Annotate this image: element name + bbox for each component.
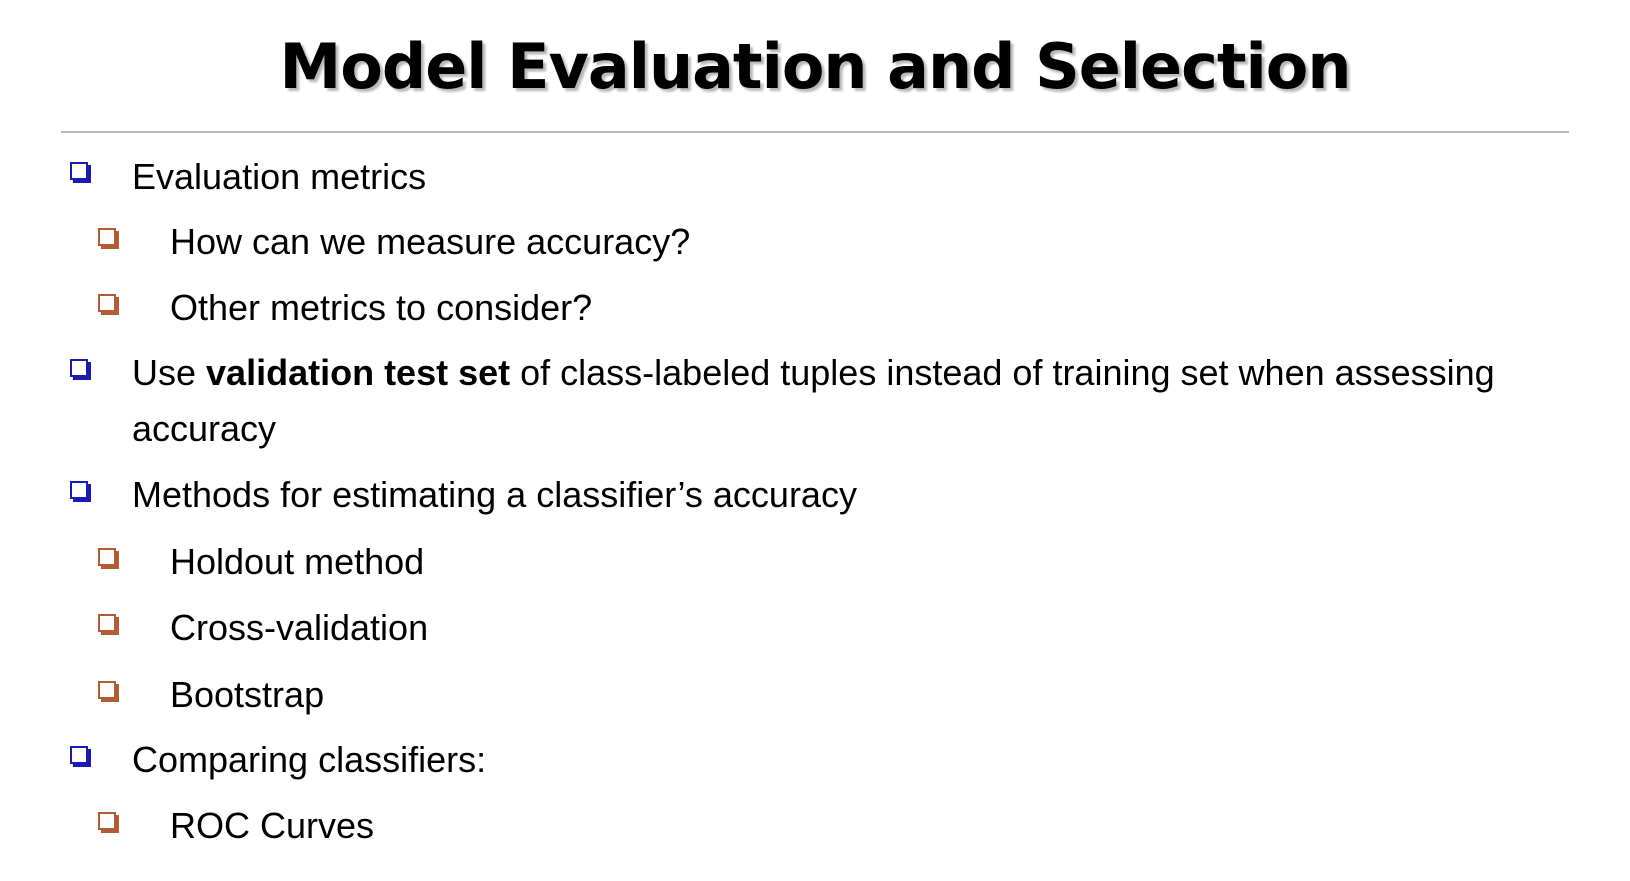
list-item-text: Use validation test set of class-labeled… <box>132 345 1495 401</box>
list-item-suffix: of class-labeled tuples instead of train… <box>510 352 1495 393</box>
list-item-text: How can we measure accuracy? <box>170 221 691 262</box>
bullet-square-icon <box>98 548 116 566</box>
bullet-square-icon <box>98 294 116 312</box>
bullet-square-icon <box>98 614 116 632</box>
list-item-text: Holdout method <box>170 541 425 582</box>
list-item-text: Comparing classifiers: <box>132 739 487 780</box>
list-item-text: ROC Curves <box>170 805 375 846</box>
slide-title: Model Evaluation and Selection <box>279 30 1352 103</box>
bullet-square-icon <box>70 359 88 377</box>
list-item-text: Methods for estimating a classifier’s ac… <box>132 474 857 515</box>
list-item-text: accuracy <box>132 408 277 449</box>
list-item-prefix: Use <box>132 352 207 393</box>
bullet-square-icon <box>98 681 116 699</box>
bullet-square-icon <box>70 481 88 499</box>
list-item-text: Bootstrap <box>170 674 325 715</box>
list-item-bold: validation test set <box>206 352 511 393</box>
list-item-text: Cross-validation <box>170 607 429 648</box>
bullet-square-icon <box>98 228 116 246</box>
list-item-text: Evaluation metrics <box>132 156 427 197</box>
title-divider <box>61 131 1569 133</box>
bullet-square-icon <box>70 162 88 180</box>
bullet-square-icon <box>98 812 116 830</box>
bullet-square-icon <box>70 746 88 764</box>
list-item-text: Other metrics to consider? <box>170 287 593 328</box>
